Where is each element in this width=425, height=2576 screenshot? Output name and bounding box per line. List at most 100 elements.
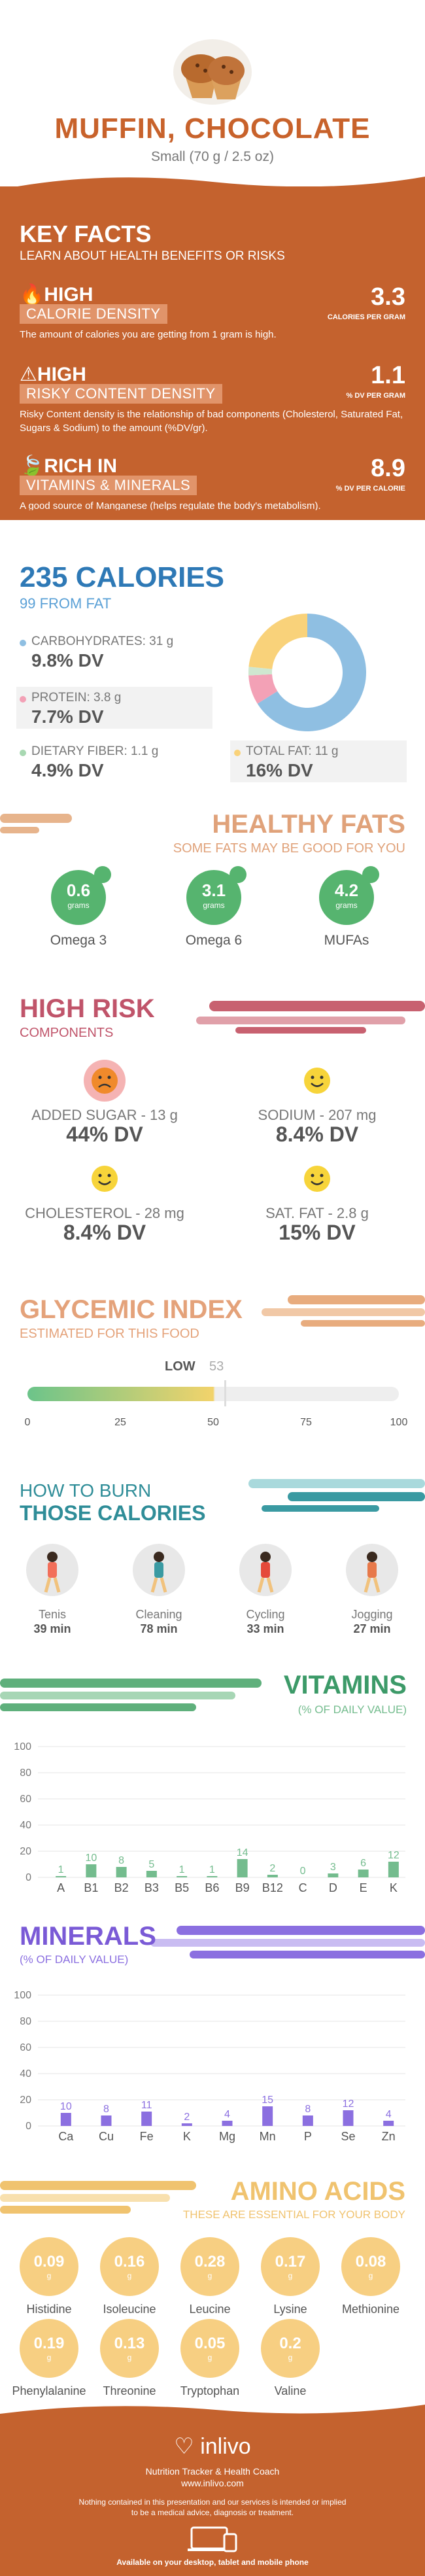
devices-icon bbox=[188, 2526, 237, 2552]
protein-dv: 7.7% DV bbox=[31, 706, 104, 727]
bar bbox=[237, 1859, 248, 1877]
decor-stripes bbox=[262, 1295, 425, 1327]
bar-value-label: 5 bbox=[148, 1859, 154, 1870]
category-label: B2 bbox=[114, 1881, 129, 1894]
bar bbox=[343, 2110, 354, 2126]
burn-time: 27 min bbox=[353, 1622, 391, 1635]
amino-circle: 0.16 g bbox=[100, 2237, 159, 2296]
fat-unit: grams bbox=[335, 901, 358, 910]
y-tick-label: 20 bbox=[20, 2095, 31, 2106]
bar-value-label: 4 bbox=[224, 2109, 230, 2120]
risky-content-unit: % DV PER GRAM bbox=[346, 392, 405, 400]
decor-dot bbox=[94, 866, 111, 883]
amino-unit: g bbox=[288, 2353, 293, 2362]
healthy-fats-subtitle: SOME FATS MAY BE GOOD FOR YOU bbox=[173, 841, 405, 856]
category-label: B9 bbox=[235, 1881, 250, 1894]
amino-value: 0.19 bbox=[33, 2335, 65, 2352]
serving-size: Small (70 g / 2.5 oz) bbox=[151, 149, 274, 164]
category-label: D bbox=[329, 1881, 337, 1894]
footer-disclaimer-2: to be a medical advice, diagnosis or tre… bbox=[131, 2508, 294, 2517]
fat-circle: 0.6 grams bbox=[51, 866, 111, 925]
vitamins-title: VITAMINS bbox=[283, 1671, 407, 1699]
happy-face-icon bbox=[296, 1158, 338, 1200]
bar bbox=[207, 1876, 218, 1877]
footer-url[interactable]: www.inlivo.com bbox=[181, 2478, 244, 2488]
glycemic-title: GLYCEMIC INDEX bbox=[20, 1295, 243, 1324]
category-label: A bbox=[57, 1881, 65, 1894]
burn-title-2: THOSE CALORIES bbox=[20, 1501, 206, 1525]
y-tick-label: 60 bbox=[20, 2042, 31, 2053]
bar bbox=[358, 1870, 369, 1877]
calories-title: 235 CALORIES bbox=[20, 561, 224, 593]
bar bbox=[60, 2113, 71, 2126]
vitamins-minerals-unit: % DV PER CALORIE bbox=[335, 485, 405, 493]
happy-face-icon bbox=[84, 1158, 126, 1200]
fat-dv: 16% DV bbox=[246, 760, 313, 780]
macro-donut-chart bbox=[248, 614, 366, 731]
y-tick-label: 0 bbox=[26, 2121, 31, 2132]
decor-dot bbox=[230, 866, 246, 883]
bar-value-label: 4 bbox=[386, 2109, 392, 2120]
amino-unit: g bbox=[207, 2353, 212, 2362]
y-tick-label: 100 bbox=[14, 1741, 31, 1752]
bar bbox=[101, 2115, 112, 2126]
bar-value-label: 2 bbox=[269, 1863, 275, 1874]
vitamins-minerals-name: VITAMINS & MINERALS bbox=[20, 476, 197, 495]
risk-dv: 8.4% DV bbox=[63, 1221, 146, 1244]
fat-circle: 4.2 grams bbox=[319, 866, 379, 925]
burn-title-1: HOW TO BURN bbox=[20, 1480, 152, 1501]
fat-row bbox=[230, 740, 407, 782]
vitamins-minerals-desc: A good source of Manganese (helps regula… bbox=[20, 500, 321, 512]
category-label: B12 bbox=[262, 1881, 283, 1894]
bar bbox=[181, 2123, 192, 2126]
risk-label: SAT. FAT - 2.8 g bbox=[265, 1205, 369, 1221]
amino-value: 0.28 bbox=[194, 2253, 226, 2271]
y-tick-label: 40 bbox=[20, 2068, 31, 2080]
risk-dv: 8.4% DV bbox=[275, 1123, 359, 1146]
amino-unit: g bbox=[368, 2271, 373, 2280]
footer-disclaimer-1: Nothing contained in this presentation a… bbox=[78, 2498, 347, 2507]
healthy-fats-section: HEALTHY FATS SOME FATS MAY BE GOOD FOR Y… bbox=[0, 805, 425, 962]
amino-unit: g bbox=[207, 2271, 212, 2280]
bar bbox=[328, 1873, 339, 1877]
decor-stripes bbox=[248, 1479, 425, 1512]
footer-devices: Available on your desktop, tablet and mo… bbox=[116, 2558, 309, 2567]
glycemic-scale-bar bbox=[27, 1387, 399, 1401]
glycemic-section: GLYCEMIC INDEX ESTIMATED FOR THIS FOOD L… bbox=[0, 1289, 425, 1439]
jogger-icon bbox=[346, 1544, 398, 1596]
y-tick-label: 0 bbox=[26, 1872, 31, 1883]
bar-value-label: 1 bbox=[179, 1864, 185, 1875]
high-risk-title: HIGH RISK bbox=[20, 994, 155, 1023]
y-tick-label: 20 bbox=[20, 1846, 31, 1857]
donut-slice-protein bbox=[248, 674, 278, 704]
fat-name: Omega 6 bbox=[185, 933, 243, 948]
fat-value: 4.2 bbox=[334, 880, 359, 900]
bar bbox=[262, 2106, 273, 2126]
fiber-label: DIETARY FIBER: 1.1 g bbox=[31, 744, 159, 758]
y-tick-label: 40 bbox=[20, 1820, 31, 1831]
wave-divider bbox=[0, 2405, 425, 2420]
burn-activity: Cycling bbox=[246, 1608, 285, 1621]
decor-stripes bbox=[0, 814, 72, 833]
bar-value-label: 0 bbox=[300, 1866, 306, 1877]
carbs-dv: 9.8% DV bbox=[31, 650, 104, 670]
key-facts-title: KEY FACTS bbox=[20, 220, 152, 247]
minerals-title: MINERALS bbox=[20, 1922, 156, 1951]
fat-circle: 3.1 grams bbox=[186, 866, 246, 925]
header-section: MUFFIN, CHOCOLATE Small (70 g / 2.5 oz) bbox=[0, 0, 425, 190]
amino-circle: 0.09 g bbox=[20, 2237, 78, 2296]
risk-dv: 15% DV bbox=[279, 1221, 356, 1244]
category-label: Mn bbox=[260, 2130, 276, 2143]
key-facts-section: KEY FACTS LEARN ABOUT HEALTH BENEFITS OR… bbox=[0, 186, 425, 520]
minerals-section: MINERALS (% OF DAILY VALUE) 0 20 40 60 80 100… bbox=[0, 1917, 425, 2165]
bar-value-label: 10 bbox=[60, 2101, 72, 2112]
amino-name: Lysine bbox=[273, 2303, 307, 2316]
risky-content-desc: Risky Content density is the relationshi… bbox=[20, 409, 403, 434]
decor-dot bbox=[362, 866, 379, 883]
burn-time: 39 min bbox=[33, 1622, 71, 1635]
calories-from-fat: 99 FROM FAT bbox=[20, 595, 112, 612]
leaf-icon: 🍃 bbox=[20, 455, 44, 477]
glycemic-axis-tick: 25 bbox=[114, 1417, 126, 1428]
muffin-image bbox=[171, 33, 254, 105]
cyclist-icon bbox=[239, 1544, 292, 1596]
